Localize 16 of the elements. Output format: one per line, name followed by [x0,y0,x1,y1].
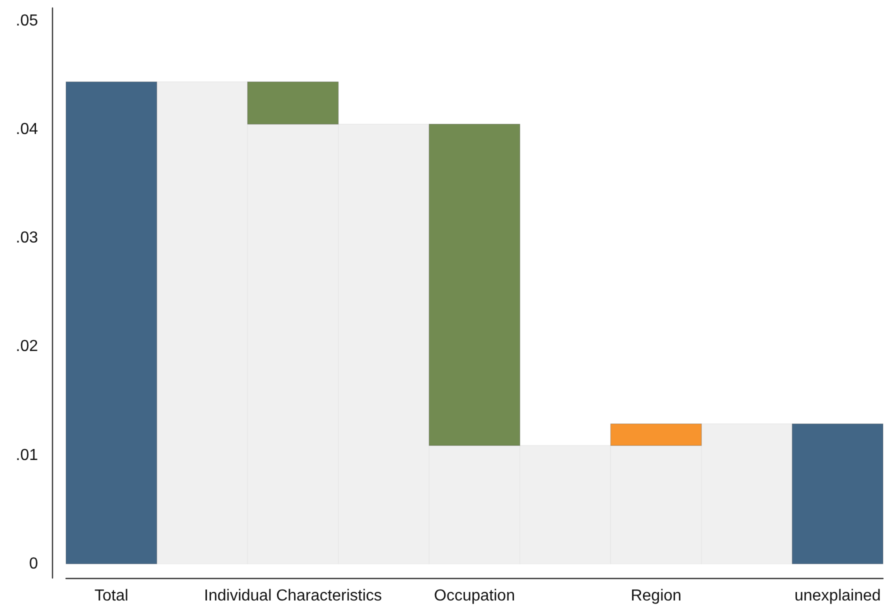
x-tick-label: Occupation [434,588,515,604]
y-tick-label: .03 [16,230,38,247]
y-tick-label: .05 [16,12,38,30]
bar [66,82,158,564]
bar [428,124,520,446]
x-tick-label: Region [630,588,682,604]
x-tick-label: Total [94,588,128,604]
bar [610,424,702,446]
y-tick-label: 0 [29,555,38,572]
y-tick-label: .01 [16,446,38,464]
x-tick-label: unexplained [794,588,881,604]
x-tick-label: Individual Characteristics [204,588,382,604]
bar [792,424,884,564]
y-tick-label: .02 [16,338,38,356]
bar [247,82,339,124]
y-tick-label: .04 [16,121,38,138]
